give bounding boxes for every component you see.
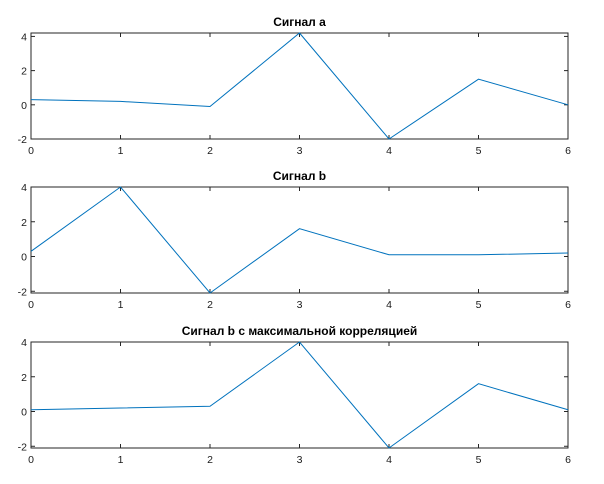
series-line: [30, 32, 569, 140]
series-group: [30, 341, 569, 449]
series-line: [30, 186, 569, 294]
x-tick-label: 3: [297, 454, 303, 466]
chart-title: Сигнал b: [273, 169, 326, 183]
chart-title: Сигнал a: [273, 15, 326, 29]
x-tick-label: 4: [386, 454, 392, 466]
x-tick-label: 0: [28, 299, 34, 311]
series-group: [30, 32, 569, 140]
x-tick-label: 1: [118, 299, 124, 311]
y-tick-label: -2: [18, 441, 27, 453]
axes-frame: [30, 341, 569, 449]
axes-frame: [30, 32, 569, 140]
x-tick-label: 1: [118, 145, 124, 157]
y-tick-label: 0: [21, 252, 27, 264]
x-tick-label: 5: [476, 145, 482, 157]
y-tick-label: 4: [21, 31, 27, 43]
y-tick-label: 2: [21, 66, 27, 78]
series-line: [30, 341, 569, 449]
x-tick-label: 2: [207, 145, 213, 157]
y-tick-label: 2: [21, 372, 27, 384]
x-tick-label: 0: [28, 454, 34, 466]
y-tick-label: 0: [21, 100, 27, 112]
y-tick-label: -2: [18, 286, 27, 298]
series-group: [30, 186, 569, 294]
x-tick-label: 6: [565, 145, 571, 157]
axes-frame: [30, 186, 569, 294]
x-tick-label: 4: [386, 299, 392, 311]
x-tick-label: 6: [565, 299, 571, 311]
y-tick-label: -2: [18, 134, 27, 146]
y-tick-label: 4: [21, 182, 27, 194]
x-tick-label: 3: [297, 145, 303, 157]
x-tick-label: 0: [28, 145, 34, 157]
x-tick-label: 2: [207, 299, 213, 311]
x-tick-label: 3: [297, 299, 303, 311]
x-tick-label: 4: [386, 145, 392, 157]
x-tick-label: 1: [118, 454, 124, 466]
x-tick-label: 5: [476, 299, 482, 311]
x-tick-label: 5: [476, 454, 482, 466]
y-tick-label: 4: [21, 337, 27, 349]
x-tick-label: 6: [565, 454, 571, 466]
y-tick-label: 2: [21, 217, 27, 229]
subplot-signal-b-max-correlation: Сигнал b с максимальной корреляцией 0 1 2 3…: [18, 324, 571, 466]
x-tick-label: 2: [207, 454, 213, 466]
chart-title: Сигнал b с максимальной корреляцией: [182, 324, 418, 338]
y-tick-label: 0: [21, 407, 27, 419]
